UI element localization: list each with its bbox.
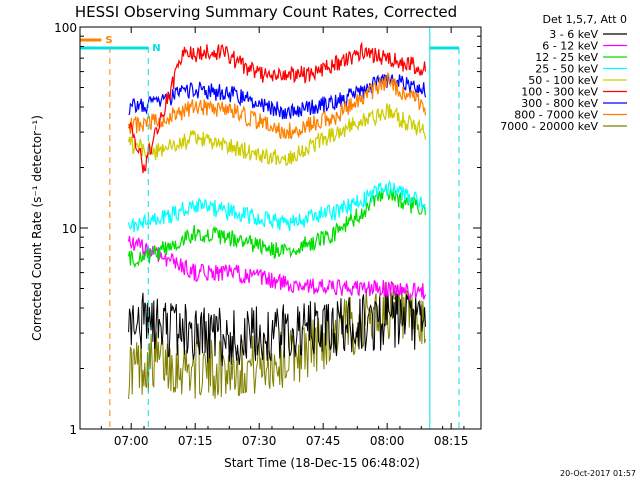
legend-label: 3 - 6 keV [549,28,598,41]
series-line-1 [128,235,427,301]
series-line-0 [128,290,426,367]
x-axis-label: Start Time (18-Dec-15 06:48:02) [224,456,420,470]
axes: 07:00 07:15 07:30 07:45 08:00 08:15 1 10 100 [54,21,481,448]
series-line-7 [128,72,427,140]
legend-label: 12 - 25 keV [535,51,598,64]
y-tick-label: 1 [69,423,77,437]
y-axis-label: Corrected Count Rate (s⁻¹ detector⁻¹) [30,115,44,341]
x-tick-label: 07:00 [114,434,149,448]
legend-label: 300 - 800 keV [521,97,598,110]
date-stamp: 20-Oct-2017 01:57 [560,469,636,478]
x-tick-label: 08:15 [434,434,469,448]
x-tick-label: 07:30 [242,434,277,448]
marker-label-N: N [152,43,160,54]
series-line-2 [128,185,427,269]
x-tick-label: 08:00 [370,434,405,448]
legend-header: Det 1,5,7, Att 0 [543,13,627,26]
x-tick-label: 07:45 [306,434,341,448]
series-line-4 [128,103,427,166]
legend-label: 50 - 100 keV [528,74,598,87]
legend-label: 6 - 12 keV [542,40,598,53]
legend-label: 800 - 7000 keV [514,109,598,122]
legend-label: 25 - 50 keV [535,63,598,76]
series-line-5 [128,41,427,174]
plot-area: SN [80,27,460,429]
series-line-3 [128,179,427,232]
y-tick-label: 100 [54,21,77,35]
chart-title: HESSI Observing Summary Count Rates, Cor… [75,3,457,21]
marker-label-S: S [105,35,112,46]
legend-label: 7000 - 20000 keV [500,120,598,133]
legend-label: 100 - 300 keV [521,86,598,99]
y-tick-label: 10 [62,222,77,236]
x-tick-label: 07:15 [178,434,213,448]
